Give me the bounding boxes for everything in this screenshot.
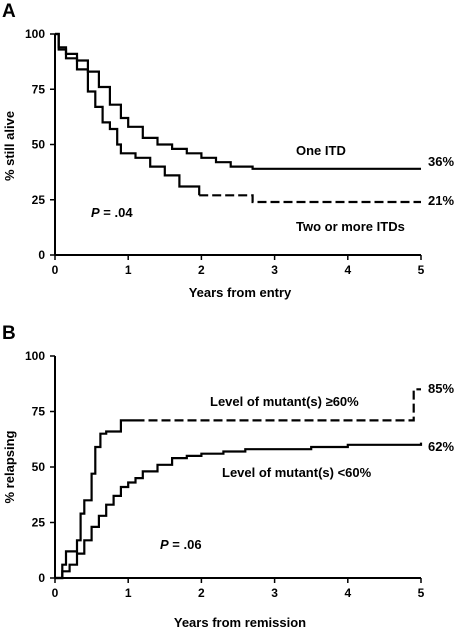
panel-a-x-axis-title: Years from entry	[189, 285, 292, 300]
panel-a-x-tick-label: 5	[418, 263, 425, 277]
panel-a-series-1-label: One ITD	[296, 143, 346, 158]
p-value-text: = .04	[100, 205, 134, 220]
panel-a-y-tick-label: 75	[32, 82, 46, 96]
panel-b-series-1-label: Level of mutant(s) ≥60%	[210, 394, 359, 409]
panel-b-series	[55, 388, 423, 580]
panel-b-x-tick-label: 1	[125, 586, 132, 600]
panel-b-series-1-line	[55, 419, 136, 580]
panel-b-x-tick-label: 2	[198, 586, 205, 600]
panel-a-p-value: P = .04	[91, 205, 133, 220]
panel-b-x-tick-label: 3	[271, 586, 278, 600]
p-symbol: P	[160, 537, 169, 552]
panel-a-x-tick-label: 1	[125, 263, 132, 277]
panel-b-x-axis-title: Years from remission	[174, 615, 306, 630]
panel-a-y-axis-title: % still alive	[2, 111, 17, 181]
panel-b-y-tick-label: 0	[38, 571, 45, 585]
panel-a-series-2-label: Two or more ITDs	[296, 219, 405, 234]
panel-a-x-tick-label: 4	[344, 263, 351, 277]
p-symbol: P	[91, 205, 100, 220]
panel-a-x-tick-label: 0	[52, 263, 59, 277]
panel-b-series-2-end-label: 62%	[428, 439, 454, 454]
panel-b-x-tick-label: 0	[52, 586, 59, 600]
panel-b-x-tick-label: 5	[418, 586, 425, 600]
panel-a-series-2-dashed-line	[199, 194, 421, 204]
panel-b-y-axis-title: % relapsing	[2, 430, 17, 503]
panel-a-series-2-line	[55, 32, 201, 196]
panel-a-letter: A	[2, 1, 16, 22]
panel-b-y-tick-label: 25	[32, 516, 46, 530]
panel-a-series-1-end-label: 36%	[428, 154, 454, 169]
panel-b-letter: B	[2, 323, 16, 344]
panel-b-series-2-label: Level of mutant(s) <60%	[222, 465, 372, 480]
panel-a-y-tick-label: 0	[38, 248, 45, 262]
panel-b-series-2-line	[55, 442, 423, 580]
panel-b-p-value: P = .06	[160, 537, 202, 552]
panel-a-x-tick-label: 3	[271, 263, 278, 277]
panel-a-series-1-line	[55, 32, 421, 170]
panel-b-y-tick-label: 75	[32, 405, 46, 419]
panel-a-y-tick-label: 25	[32, 193, 46, 207]
panel-b-series-1-dashed-line	[135, 388, 421, 422]
panel-a-y-tick-label: 50	[32, 138, 46, 152]
panel-b-y-tick-label: 50	[32, 460, 46, 474]
panel-a-x-tick-label: 2	[198, 263, 205, 277]
panel-a-series	[55, 32, 421, 204]
panel-b-y-tick-label: 100	[25, 349, 45, 363]
panel-a-series-2-end-label: 21%	[428, 193, 454, 208]
panel-b-series-1-end-label: 85%	[428, 381, 454, 396]
panel-a-y-tick-label: 100	[25, 27, 45, 41]
p-value-text: = .06	[169, 537, 202, 552]
panel-b-x-tick-label: 4	[344, 586, 351, 600]
